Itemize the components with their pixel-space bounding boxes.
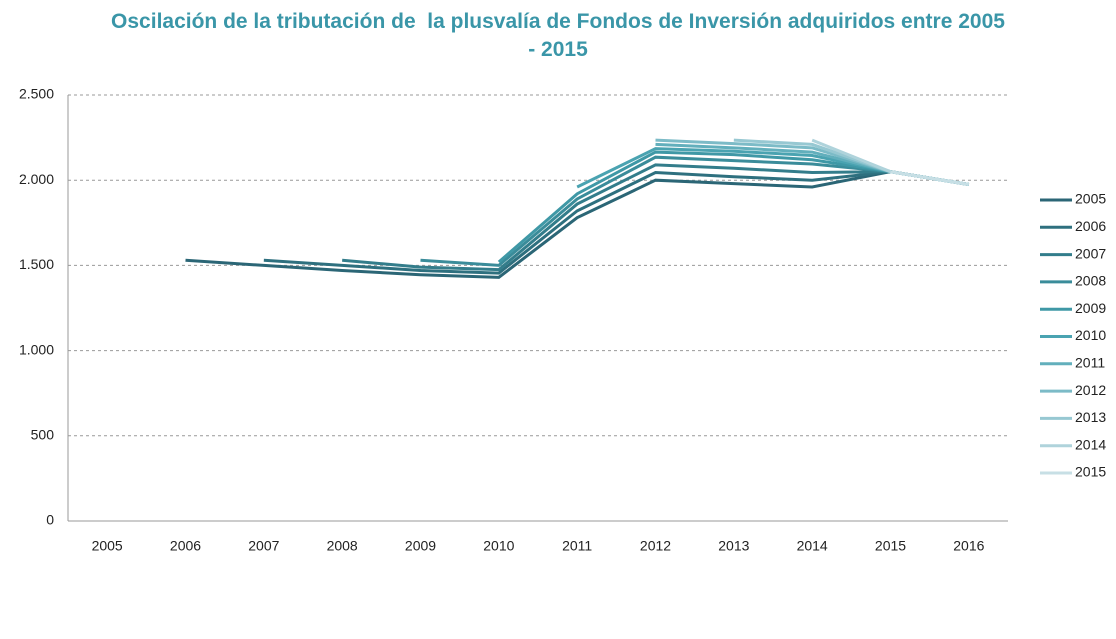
x-tick-label: 2015 <box>875 538 906 554</box>
x-tick-label: 2012 <box>640 538 671 554</box>
chart-title: Oscilación de la tributación de la plusv… <box>111 10 1023 61</box>
legend-label: 2008 <box>1075 273 1106 289</box>
legend-label: 2012 <box>1075 382 1106 398</box>
legend-label: 2007 <box>1075 245 1106 261</box>
y-tick-label: 2.000 <box>19 171 54 187</box>
y-tick-label: 0 <box>46 512 54 528</box>
x-tick-label: 2005 <box>92 538 123 554</box>
y-tick-label: 1.000 <box>19 341 54 357</box>
x-tick-label: 2011 <box>562 538 592 554</box>
y-tick-label: 500 <box>31 427 55 443</box>
series-line <box>342 163 970 272</box>
legend-label: 2006 <box>1075 218 1106 234</box>
y-tick-label: 1.500 <box>19 256 54 272</box>
x-tick-label: 2016 <box>953 538 984 554</box>
series-line <box>185 170 970 279</box>
x-tick-label: 2009 <box>405 538 436 554</box>
legend-label: 2011 <box>1075 355 1105 371</box>
x-tick-label: 2010 <box>483 538 514 554</box>
legend-label: 2005 <box>1075 191 1106 207</box>
x-tick-label: 2006 <box>170 538 201 554</box>
series-line <box>890 170 970 186</box>
legend-label: 2014 <box>1075 436 1106 452</box>
legend-label: 2009 <box>1075 300 1106 316</box>
legend-label: 2013 <box>1075 409 1106 425</box>
y-tick-label: 2.500 <box>19 86 54 102</box>
x-tick-label: 2007 <box>248 538 279 554</box>
x-tick-label: 2013 <box>718 538 749 554</box>
legend-label: 2015 <box>1075 464 1106 480</box>
series-line <box>263 170 970 275</box>
x-tick-label: 2008 <box>327 538 358 554</box>
legend-label: 2010 <box>1075 327 1106 343</box>
x-tick-label: 2014 <box>797 538 828 554</box>
